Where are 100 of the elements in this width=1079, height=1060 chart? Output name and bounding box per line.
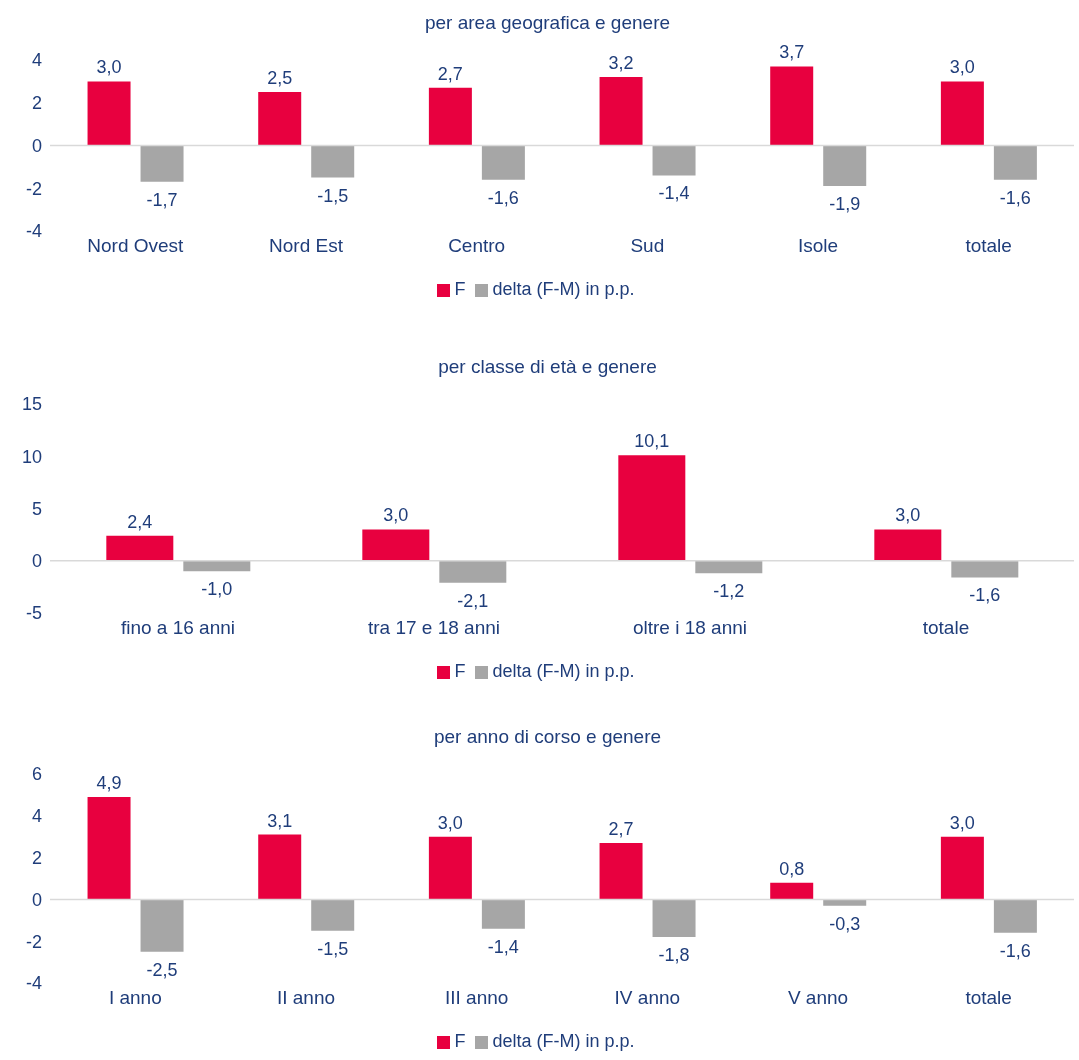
data-label: 3,0 — [949, 57, 975, 78]
data-label: 2,7 — [437, 63, 463, 84]
y-tick-label: 4 — [31, 806, 42, 827]
bar — [652, 899, 696, 938]
x-tick-label: tra 17 e 18 anni — [367, 617, 501, 639]
bar — [311, 899, 355, 931]
x-tick-label: III anno — [444, 987, 509, 1009]
y-tick-label: 6 — [31, 764, 42, 785]
bar — [428, 836, 472, 900]
bar — [770, 66, 814, 146]
bar — [652, 145, 696, 176]
bar — [87, 81, 131, 146]
data-label: -1,6 — [999, 940, 1031, 961]
data-label: 10,1 — [634, 431, 670, 452]
x-tick-label: I anno — [108, 987, 162, 1009]
data-label: -1,6 — [969, 585, 1001, 606]
legend-label: delta (F-M) in p.p. — [492, 279, 635, 299]
bar — [140, 145, 184, 182]
legend-label: delta (F-M) in p.p. — [492, 1031, 635, 1051]
legend-label: F — [454, 661, 466, 681]
x-tick-label: Sud — [630, 235, 665, 257]
data-label: -1,2 — [713, 581, 745, 602]
data-label: 3,0 — [949, 812, 975, 833]
x-tick-label: Centro — [448, 235, 506, 257]
x-tick-label: totale — [922, 617, 970, 639]
bar — [428, 87, 472, 146]
x-tick-label: Nord Est — [269, 235, 344, 257]
y-tick-label: 2 — [31, 847, 42, 868]
legend-label: F — [454, 1031, 466, 1051]
bar — [106, 535, 174, 561]
data-label: 0,8 — [779, 858, 805, 879]
y-tick-label: 0 — [31, 889, 42, 910]
bar — [993, 145, 1037, 180]
data-label: -1,4 — [487, 936, 519, 957]
data-label: -1,4 — [658, 183, 690, 204]
legend-label: delta (F-M) in p.p. — [492, 661, 635, 681]
y-tick-label: -5 — [25, 603, 42, 624]
bar — [258, 834, 302, 900]
x-tick-label: II anno — [276, 987, 336, 1009]
data-label: 3,7 — [779, 42, 805, 63]
chart-title: per anno di corso e genere — [432, 725, 663, 749]
y-tick-label: -2 — [25, 178, 42, 199]
bar — [993, 899, 1037, 933]
data-label: 3,2 — [608, 53, 634, 74]
data-label: 3,0 — [437, 812, 463, 833]
data-label: -2,5 — [146, 959, 178, 980]
y-tick-label: 4 — [31, 50, 42, 71]
data-label: 3,0 — [895, 505, 921, 526]
y-tick-label: -2 — [25, 931, 42, 952]
x-tick-label: Isole — [797, 235, 839, 257]
bar — [140, 899, 184, 952]
bar — [940, 836, 984, 900]
data-label: 3,0 — [383, 505, 409, 526]
bar — [481, 899, 525, 929]
data-label: -1,5 — [317, 938, 349, 959]
data-label: -1,8 — [658, 945, 690, 966]
bar — [258, 92, 302, 146]
x-tick-label: totale — [965, 987, 1012, 1009]
data-label: -1,6 — [487, 187, 519, 208]
bar — [940, 81, 984, 146]
data-label: 4,9 — [96, 772, 122, 793]
bar — [874, 529, 942, 561]
bar — [951, 560, 1019, 578]
y-tick-label: 10 — [21, 446, 42, 467]
bar — [770, 882, 814, 900]
bar — [87, 796, 131, 900]
x-tick-label: V anno — [787, 987, 849, 1009]
chart-title: per classe di età e genere — [437, 355, 658, 379]
data-label: 3,1 — [267, 810, 293, 831]
y-tick-label: 0 — [31, 135, 42, 156]
legend-label: F — [454, 279, 466, 299]
bar — [599, 842, 643, 900]
data-label: 3,0 — [96, 57, 122, 78]
data-label: -1,7 — [146, 189, 178, 210]
x-tick-label: Nord Ovest — [87, 235, 185, 257]
bar — [439, 560, 507, 583]
x-tick-label: fino a 16 anni — [120, 617, 236, 639]
data-label: -0,3 — [829, 913, 861, 934]
y-tick-label: 15 — [21, 394, 42, 415]
data-label: -1,5 — [317, 185, 349, 206]
bar — [599, 77, 643, 146]
x-tick-label: totale — [965, 235, 1012, 257]
bar — [481, 145, 525, 180]
bar — [618, 455, 686, 561]
data-label: -1,0 — [201, 579, 233, 600]
bar — [311, 145, 355, 178]
y-tick-label: 5 — [31, 498, 42, 519]
x-tick-label: IV anno — [614, 987, 681, 1009]
data-label: 2,4 — [127, 511, 153, 532]
y-tick-label: 0 — [31, 551, 42, 572]
data-label: 2,5 — [267, 68, 293, 89]
y-tick-label: 2 — [31, 93, 42, 114]
data-label: -2,1 — [457, 590, 489, 611]
y-tick-label: -4 — [25, 973, 42, 994]
y-tick-label: -4 — [25, 221, 42, 242]
chart-title: per area geografica e genere — [423, 11, 672, 35]
bar — [823, 145, 867, 187]
bar — [362, 529, 430, 561]
data-label: 2,7 — [608, 818, 634, 839]
data-label: -1,6 — [999, 187, 1031, 208]
